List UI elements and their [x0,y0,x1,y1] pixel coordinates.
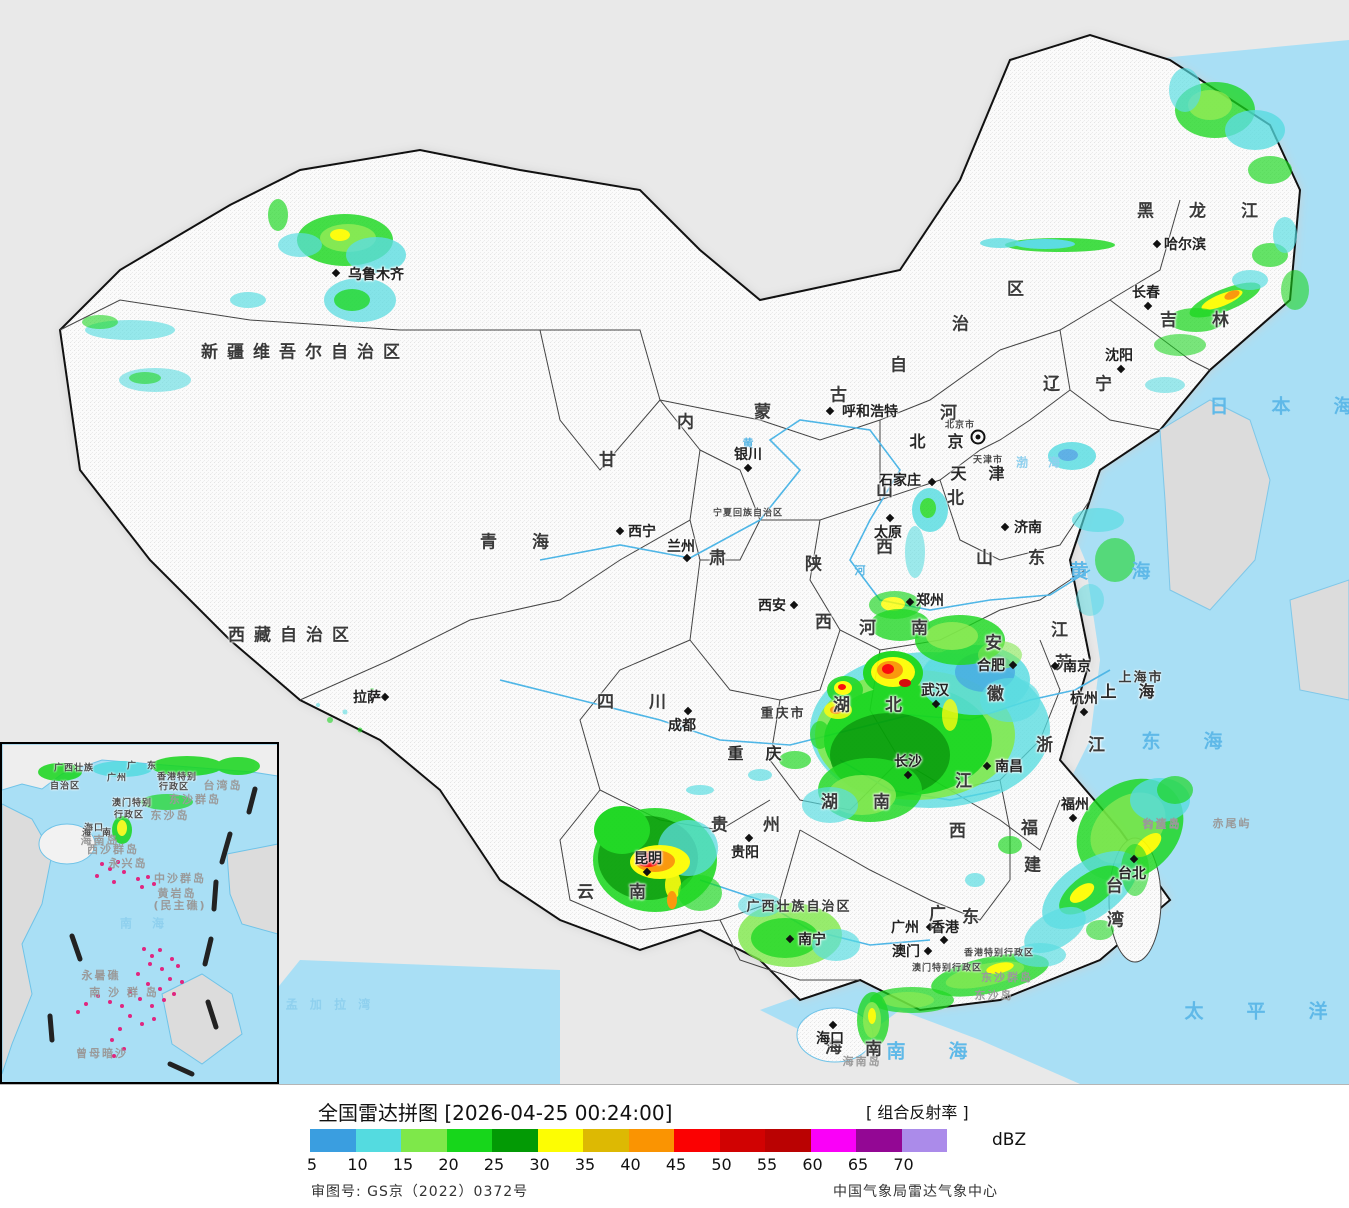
province-borders [59,199,1211,981]
capital-marker-icon [970,429,986,445]
dbz-tick: 70 [893,1155,914,1174]
dbz-tick: 30 [529,1155,550,1174]
dbz-tick: 60 [802,1155,823,1174]
radar-echo-layer [82,68,1309,1048]
issuing-agency: 中国气象局雷达气象中心 [833,1184,998,1200]
dbz-color-swatch [310,1129,356,1152]
dbz-tick: 45 [665,1155,687,1174]
dbz-color-swatch [901,1129,947,1152]
dbz-color-swatch [810,1129,856,1152]
dbz-tick: 10 [347,1155,368,1174]
dbz-tick: 5 [306,1155,318,1174]
dbz-tick: 55 [756,1155,778,1174]
dbz-color-swatch [856,1129,902,1152]
dbz-color-swatch [355,1129,401,1152]
dbz-color-swatch [583,1129,629,1152]
dbz-color-swatch [628,1129,674,1152]
dbz-tick: 35 [574,1155,596,1174]
dbz-tick: 50 [711,1155,732,1174]
legend-panel: 全国雷达拼图 [2026-04-25 00:24:00] [ 组合反射率 ] d… [0,1084,1349,1208]
dbz-color-bar [310,1129,947,1152]
dbz-tick: 15 [392,1155,414,1174]
dbz-color-swatch [765,1129,811,1152]
dbz-color-swatch [492,1129,538,1152]
dbz-tick: 40 [620,1155,641,1174]
dbz-tick: 65 [847,1155,869,1174]
legend-product-mode: [ 组合反射率 ] [866,1103,969,1122]
dbz-color-swatch [674,1129,720,1152]
radar-map-canvas[interactable]: 新疆维吾尔自治区 西藏自治区青 海甘肃内蒙古自治区宁夏回族自治区陕西山西河北山 东… [0,0,1349,1084]
legend-title: 全国雷达拼图 [2026-04-25 00:24:00] [318,1101,673,1125]
dbz-color-swatch [537,1129,583,1152]
map-approval-number: 审图号: GS京（2022）0372号 [311,1184,529,1200]
south-china-sea-inset[interactable]: 广西壮族 自治区广 东广州 香港特别 行政区 台湾岛 澳门特别 行政区 东沙群岛 东沙岛 海口海 … [0,742,279,1084]
dbz-color-swatch [401,1129,447,1152]
dbz-tick-labels: 5 10 15 20 25 30 35 40 45 50 55 60 65 70 [306,1155,1010,1177]
dbz-unit-label: dBZ [992,1130,1027,1150]
dbz-color-swatch [719,1129,765,1152]
inset-vector-layer [2,744,277,1082]
dbz-color-swatch [446,1129,492,1152]
dbz-tick: 25 [483,1155,505,1174]
dbz-tick: 20 [438,1155,459,1174]
